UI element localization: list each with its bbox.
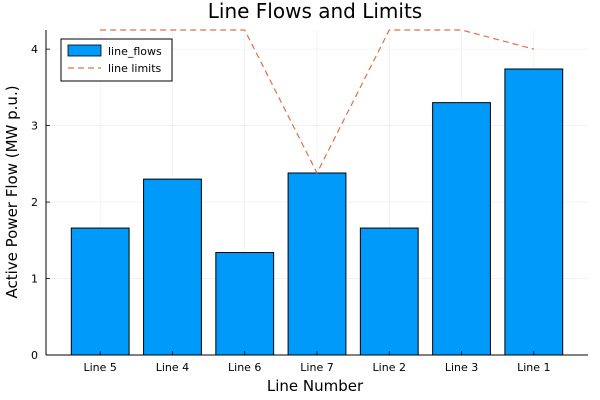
x-tick-label: Line 7: [300, 361, 333, 374]
y-tick-label: 1: [31, 273, 38, 286]
x-tick-labels: Line 5 Line 4 Line 6 Line 7 Line 2 Line 3 Line…: [83, 361, 550, 374]
bar: [504, 68, 564, 356]
x-tick-label: Line 5: [83, 361, 116, 374]
legend-label-line-flows: line_flows: [108, 45, 162, 58]
legend: line_flows line limits: [60, 38, 173, 82]
bar: [287, 172, 347, 356]
y-tick-label: 0: [31, 349, 38, 362]
x-tick-label: Line 1: [517, 361, 550, 374]
axes: [45, 30, 588, 356]
bar: [359, 227, 419, 356]
y-tick-label: 4: [31, 43, 38, 56]
bar: [143, 178, 202, 356]
bar: [70, 227, 130, 356]
y-tick-label: 2: [31, 196, 38, 209]
y-tick-label: 3: [31, 120, 38, 133]
y-tick-labels: 0 1 2 3 4: [31, 43, 38, 362]
limit-line: [100, 29, 534, 175]
legend-label-line-limits: line limits: [108, 62, 162, 75]
x-axis-label: Line Number: [267, 377, 364, 395]
x-tick-label: Line 3: [445, 361, 478, 374]
limit-line-group: [100, 29, 534, 175]
y-axis-label: Active Power Flow (MW p.u.): [3, 85, 21, 298]
x-tick-label: Line 4: [156, 361, 189, 374]
x-tick-label: Line 2: [373, 361, 406, 374]
chart-title: Line Flows and Limits: [208, 0, 422, 23]
bar: [432, 102, 491, 356]
bar: [215, 252, 275, 356]
bars: [70, 68, 564, 356]
legend-bar-swatch: [67, 44, 102, 57]
x-tick-label: Line 6: [228, 361, 261, 374]
